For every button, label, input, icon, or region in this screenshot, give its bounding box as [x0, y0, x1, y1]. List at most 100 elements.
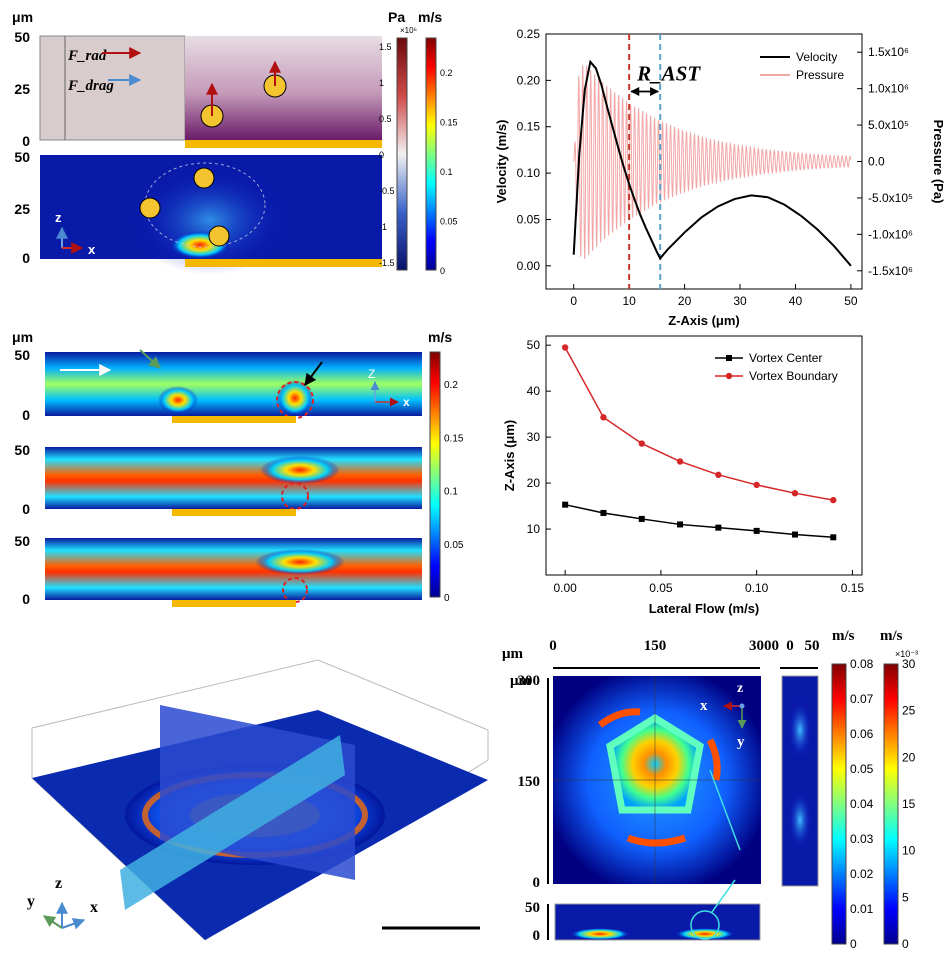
ml1-hotspot-left [158, 386, 198, 414]
chart-vortex: 0.00 0.05 0.10 0.15 10 20 30 40 50 Lateral Flow (… [502, 335, 865, 616]
br-side-glow-2 [788, 790, 812, 850]
colorbar-tick-label: 0 [440, 266, 445, 276]
br-x-tick-side-0: 0 [786, 638, 794, 654]
colorbar-tick-label: 0.05 [440, 217, 458, 227]
colorbar-tick-label: -0.5 [379, 186, 395, 196]
label-frad: F_rad [67, 48, 107, 64]
chart2-ylabel: Z-Axis (μm) [502, 420, 517, 492]
br-axis-z-dot [739, 703, 745, 709]
chart2-point [638, 515, 645, 522]
chart2-frame [545, 335, 863, 576]
colorbar-tick-label: 0.05 [444, 540, 464, 551]
axis-x-label: x [88, 242, 96, 257]
br-y-tick-150: 150 [518, 774, 541, 790]
chart2-point [715, 524, 722, 531]
br-unit-left: μm [510, 673, 532, 689]
br-bottom-hot-1 [570, 928, 630, 940]
unit-label-um: μm [12, 9, 33, 25]
br-axis-y-label: y [737, 734, 745, 750]
br-x-tick-150: 150 [644, 638, 667, 654]
transducer-bottom [185, 259, 382, 267]
colorbar-tick-label: 5 [902, 890, 909, 904]
ml1-hotspot-right [277, 380, 313, 416]
ml-row-2: 50 0 [14, 442, 422, 517]
colorbar-tick-label: 0.08 [850, 657, 874, 671]
colorbar-tick-label: 0.05 [850, 762, 874, 776]
chart2-legend-label: Vortex Center [749, 351, 822, 365]
br-colorbar1 [831, 663, 847, 945]
ml-colorbar-unit: m/s [428, 329, 452, 345]
vertical-slice-2 [120, 735, 345, 910]
chart2-point [561, 344, 569, 351]
chart1-y2-tick-label: 5.0x10⁵ [868, 118, 909, 132]
chart2-point [638, 440, 645, 447]
ml1-tick-50: 50 [14, 347, 30, 363]
chart1-y-tick-label: 0.15 [517, 120, 541, 134]
chart2-x-tick-label: 0.05 [649, 581, 673, 595]
y-tick-top-0: 0 [22, 133, 30, 149]
colorbar-tick-label: 0.5 [379, 114, 392, 124]
chart2-point [753, 527, 760, 534]
colorbar-tick-label: 0 [444, 593, 450, 604]
ml3-hotspot [255, 549, 345, 575]
br-axis-x-label: x [700, 698, 708, 714]
br-unit-top: μm [502, 646, 524, 662]
colorbar-tick-label: 30 [902, 657, 916, 671]
chart1-series-pressure [573, 65, 852, 260]
chart2-series-line-0 [564, 503, 834, 539]
ml-row-1: 50 0 Z x [14, 347, 422, 423]
chart2-x-tick-label: 0.10 [745, 581, 769, 595]
chart1-y2label: Pressure (Pa) [931, 120, 946, 204]
colorbar-tick-label: 15 [902, 797, 916, 811]
br-side-y-tick-0: 0 [533, 928, 541, 944]
panel-bottom-right: μm 0 150 3000 0 50 μm 300 150 0 x z y 50… [502, 628, 918, 951]
particle-3 [193, 167, 215, 189]
chart1-y2-tick-label: 1.0x10⁶ [868, 82, 909, 96]
br-x-tick-side-50: 50 [805, 638, 820, 654]
colorbar-tick-label: 0.01 [850, 902, 874, 916]
br-callout-line [709, 769, 741, 851]
chart2-y-tick-label: 50 [527, 338, 541, 352]
chart1-ylabel: Velocity (m/s) [494, 120, 509, 204]
panel-bottom-left-3d: z y x [27, 659, 489, 941]
y-tick-bot-25: 25 [14, 201, 30, 217]
chart1-y2-tick-label: -1.5x10⁶ [868, 264, 913, 278]
chart1-x-tick-label: 0 [570, 294, 577, 308]
chart2-point [753, 481, 760, 489]
ml3-tick-50: 50 [14, 533, 30, 549]
chart2-y-tick-label: 10 [527, 522, 541, 536]
chart1-x-tick-label: 10 [622, 294, 636, 308]
chart1-y2-tick-label: -5.0x10⁵ [868, 191, 913, 205]
colorbar-tick-label: 0 [379, 150, 384, 160]
chart2-point [830, 496, 837, 504]
colorbar-pa [396, 37, 408, 271]
ml3-field [45, 538, 422, 600]
br-bottom-callout-circle [690, 910, 720, 940]
br-bottom-callout-line [711, 879, 736, 913]
chart2-x-tick-label: 0.15 [841, 581, 865, 595]
colorbar-tick-label: 0.04 [850, 797, 874, 811]
br-y-tick-0: 0 [533, 875, 541, 891]
ml2-transducer [172, 509, 296, 516]
colorbar-ms-unit: m/s [418, 9, 442, 25]
ml2-hotspot [260, 456, 340, 484]
colorbar-tick-label: 0.15 [444, 433, 464, 444]
chart2-series-line-1 [564, 347, 834, 501]
br-x-tick-3000: 3000 [749, 638, 779, 654]
chart1-x-tick-label: 20 [678, 294, 692, 308]
ml1-black-arrow [304, 361, 323, 386]
colorbar-tick-label: -1 [379, 222, 387, 232]
br-colorbar2-unit: m/s [880, 628, 903, 644]
chart1-annotation-rast: R_AST [636, 61, 701, 85]
transducer-top [185, 140, 382, 148]
chart2-xlabel: Lateral Flow (m/s) [649, 601, 760, 616]
chart2-y-tick-label: 40 [527, 384, 541, 398]
chart1-y-tick-label: 0.10 [517, 166, 541, 180]
br-bottom-hot-2 [675, 928, 735, 940]
ml-row-3: 50 0 [14, 533, 422, 607]
colorbar-pa-unit: Pa [388, 9, 405, 25]
br-colorbar2-exponent: ×10⁻³ [895, 649, 918, 659]
label-fdrag: F_drag [67, 78, 114, 94]
chart1-y2-tick-label: -1.0x10⁶ [868, 227, 913, 241]
